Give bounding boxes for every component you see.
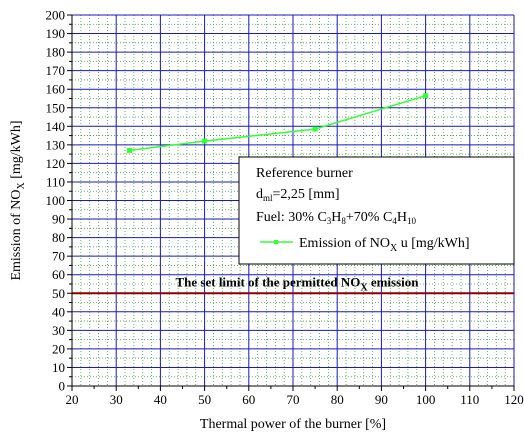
y-axis-title-sub: X xyxy=(16,182,27,190)
y-tick-label: 40 xyxy=(52,304,65,319)
x-tick-label: 80 xyxy=(331,392,344,407)
y-axis-title-unit: [mg/kWh] xyxy=(9,120,24,182)
x-tick-label: 40 xyxy=(154,392,167,407)
y-tick-label: 120 xyxy=(46,156,66,171)
series-group xyxy=(126,93,429,153)
y-tick-label: 80 xyxy=(52,230,65,245)
x-tick-label: 90 xyxy=(375,392,388,407)
y-axis-title: Emission of NOX [mg/kWh] xyxy=(9,120,27,280)
legend-series-label: Emission of NOX u [mg/kWh] xyxy=(299,236,470,254)
y-tick-label: 20 xyxy=(52,341,65,356)
y-tick-label: 0 xyxy=(59,379,66,394)
series-point xyxy=(312,126,318,132)
y-tick-label: 60 xyxy=(52,267,65,282)
x-tick-label: 30 xyxy=(110,392,123,407)
y-tick-label: 10 xyxy=(52,360,65,375)
y-tick-label: 140 xyxy=(46,119,66,134)
y-axis-title-main: Emission of NO xyxy=(9,190,24,281)
y-tick-label: 70 xyxy=(52,249,65,264)
series-point xyxy=(126,147,132,153)
limit-label: The set limit of the permitted NOX emiss… xyxy=(175,274,419,293)
y-tick-label: 170 xyxy=(46,63,66,78)
series-line xyxy=(129,94,426,152)
x-tick-label: 70 xyxy=(287,392,300,407)
limit-label-sub: X xyxy=(360,282,368,293)
axes xyxy=(67,14,515,391)
x-tick-label: 60 xyxy=(242,392,255,407)
legend-line-3: Fuel: 30% C3H8+70% C4H10 xyxy=(256,210,416,226)
y-tick-label: 50 xyxy=(52,286,65,301)
y-tick-label: 130 xyxy=(46,137,66,152)
y-tick-label: 190 xyxy=(46,26,66,41)
x-tick-label: 110 xyxy=(460,392,479,407)
y-tick-label: 200 xyxy=(46,8,66,23)
y-tick-label: 30 xyxy=(52,323,65,338)
x-tick-label: 120 xyxy=(504,392,524,407)
y-tick-label: 180 xyxy=(46,45,66,60)
y-tick-label: 160 xyxy=(46,82,66,97)
legend-line-2: dml=2,25 [mm] xyxy=(256,187,340,203)
series-point xyxy=(202,138,208,144)
y-tick-label: 110 xyxy=(46,174,65,189)
y-tick-label: 150 xyxy=(46,100,66,115)
y-tick-labels: 0 10 20 30 40 50 60 70 80 90 100 110 120 130 140 150 160… xyxy=(46,8,66,394)
legend: Reference burner dml=2,25 [mm] Fuel: 30%… xyxy=(238,156,515,265)
y-tick-label: 90 xyxy=(52,212,65,227)
legend-box xyxy=(238,156,515,265)
limit-label-main: The set limit of the permitted NO xyxy=(175,274,360,289)
limit-label-unit: emission xyxy=(368,274,420,289)
x-tick-labels: 20 30 40 50 60 70 80 90 100 110 120 xyxy=(66,392,524,407)
series-point xyxy=(423,93,429,99)
y-tick-label: 100 xyxy=(46,193,66,208)
x-axis-title: Thermal power of the burner [%] xyxy=(200,417,386,432)
legend-swatch-marker xyxy=(274,240,278,244)
x-tick-label: 20 xyxy=(66,392,79,407)
x-tick-label: 100 xyxy=(416,392,436,407)
legend-line-1: Reference burner xyxy=(256,166,353,181)
x-tick-label: 50 xyxy=(198,392,211,407)
